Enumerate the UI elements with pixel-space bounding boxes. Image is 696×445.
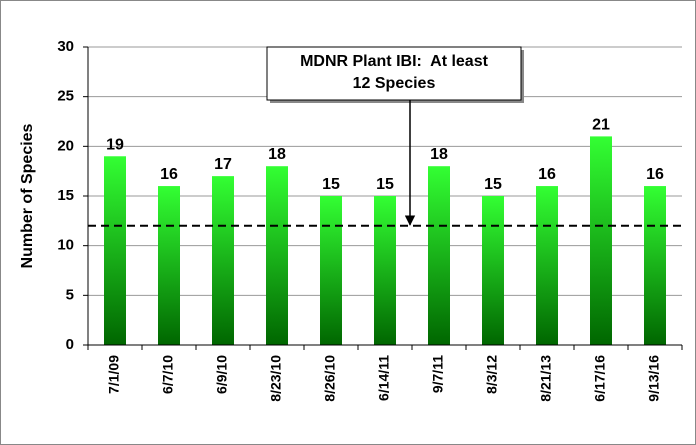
data-label: 15 — [376, 176, 394, 193]
data-label: 16 — [646, 166, 664, 183]
data-label: 19 — [106, 136, 124, 153]
bar — [644, 186, 666, 345]
data-label: 16 — [160, 166, 178, 183]
y-tick-label: 0 — [66, 336, 74, 353]
x-tick-label: 9/7/11 — [430, 355, 446, 393]
annotation-text: MDNR Plant IBI: At least — [300, 53, 489, 70]
bar — [590, 136, 612, 345]
data-label: 18 — [268, 146, 286, 163]
data-label: 15 — [322, 176, 340, 193]
x-tick-label: 8/3/12 — [484, 355, 500, 394]
bar — [320, 196, 342, 345]
bar — [104, 156, 126, 345]
x-tick-label: 6/7/10 — [160, 355, 176, 394]
y-tick-label: 25 — [57, 88, 74, 105]
bar — [374, 196, 396, 345]
x-tick-label: 6/14/11 — [376, 355, 392, 401]
data-label: 18 — [430, 146, 448, 163]
bar — [158, 186, 180, 345]
x-tick-label: 8/21/13 — [538, 355, 554, 402]
x-tick-label: 6/17/16 — [592, 355, 608, 402]
data-label: 17 — [214, 156, 232, 173]
y-tick-label: 10 — [57, 237, 74, 254]
data-label: 21 — [592, 116, 610, 133]
bar — [266, 166, 288, 345]
data-label: 15 — [484, 176, 502, 193]
x-tick-label: 6/9/10 — [214, 355, 230, 394]
y-tick-label: 20 — [57, 137, 74, 154]
x-tick-label: 7/1/09 — [106, 355, 122, 394]
y-tick-label: 5 — [66, 286, 74, 303]
bar — [482, 196, 504, 345]
x-tick-label: 9/13/16 — [646, 355, 662, 402]
x-tick-label: 8/23/10 — [268, 355, 284, 402]
bar — [536, 186, 558, 345]
y-tick-label: 15 — [57, 187, 74, 204]
data-label: 16 — [538, 166, 556, 183]
bar — [428, 166, 450, 345]
annotation-box — [266, 46, 522, 101]
y-tick-label: 30 — [57, 38, 74, 55]
x-tick-label: 8/26/10 — [322, 355, 338, 402]
bar — [212, 176, 234, 345]
y-axis-label: Number of Species — [19, 123, 36, 268]
annotation-text: 12 Species — [353, 75, 436, 92]
